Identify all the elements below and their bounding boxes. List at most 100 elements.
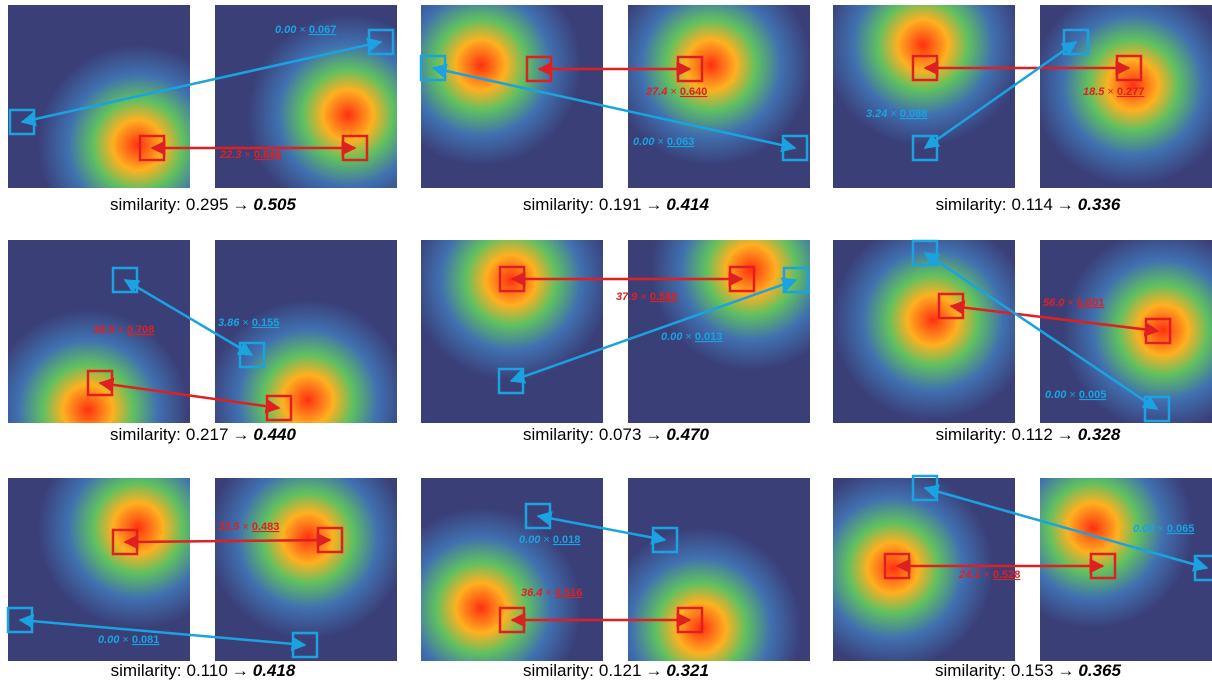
annotation: 3.24× 0.088: [866, 108, 927, 120]
before: 0.295: [186, 195, 229, 214]
after: 0.505: [253, 195, 296, 214]
image: [833, 240, 1015, 423]
annotation: 0.00× 0.005: [1045, 389, 1106, 401]
score: 0.708: [127, 324, 155, 336]
before: 0.153: [1011, 661, 1054, 680]
weight: 3.86: [218, 317, 240, 329]
score: 0.081: [132, 634, 160, 646]
weight: 38.5: [93, 324, 115, 336]
annotation: 33.5×0.483: [218, 521, 279, 533]
separator: ×: [543, 534, 549, 546]
weight: 22.3: [219, 149, 241, 161]
caption-label: similarity:: [936, 195, 1007, 214]
annotation: 38.5× 0.708: [93, 324, 154, 336]
weight: 56.0: [1043, 297, 1065, 309]
score: 0.065: [1167, 523, 1195, 535]
arrow: →: [232, 425, 249, 444]
caption-label: similarity:: [523, 661, 594, 680]
after: 0.440: [253, 425, 296, 444]
separator: ×: [242, 521, 248, 533]
weight: 3.24: [866, 108, 887, 120]
before: 0.112: [1012, 425, 1053, 444]
arrow: →: [232, 195, 249, 214]
caption: similarity:0.121→0.321: [523, 661, 709, 680]
before: 0.191: [599, 195, 642, 214]
arrow: →: [1057, 195, 1074, 214]
panel: 38.5× 0.708 3.86×0.155: [8, 240, 397, 423]
score: 0.640: [680, 86, 708, 98]
annotation: 3.86×0.155: [218, 317, 279, 329]
after: 0.321: [666, 661, 709, 680]
caption: similarity: 0.295→0.505: [110, 195, 296, 214]
weight: 0.00: [661, 331, 683, 343]
weight: 0.00: [1045, 389, 1067, 401]
figure: 22.3×0.6480.00×0.067similarity:0.295→0.5…: [0, 0, 1212, 687]
annotation: 22.3×0.648: [219, 149, 281, 161]
annotation: 18.5×0.277: [1083, 86, 1144, 98]
separator: ×: [117, 324, 123, 336]
panel: 56.0×0.601 0.00× 0.005: [833, 240, 1212, 423]
separator: ×: [299, 24, 305, 36]
score: 0.063: [667, 136, 695, 148]
caption-label: similarity:: [110, 425, 181, 444]
caption-label: similarity:: [936, 425, 1007, 444]
separator: ×: [640, 291, 646, 303]
weight: 27.4: [645, 86, 667, 98]
score: 0.648: [254, 149, 282, 161]
annotation: 37.9×0.588: [616, 291, 677, 303]
arrow: →: [645, 425, 662, 444]
caption: similarity:0.191→0.414: [523, 195, 709, 214]
before: 0.114: [1012, 195, 1053, 214]
caption: similarity: 0.153→0.365: [935, 661, 1121, 680]
arrow: →: [645, 661, 662, 680]
caption-label: similarity:: [935, 661, 1006, 680]
separator: ×: [1157, 523, 1163, 535]
arrow: →: [1057, 661, 1074, 680]
annotation: 56.0×0.601: [1043, 297, 1104, 309]
image: [1040, 478, 1212, 661]
weight: 0.00: [633, 136, 655, 148]
caption: similarity:0.114→0.336: [936, 195, 1121, 214]
annotation: 27.4× 0.640: [645, 86, 707, 98]
arrow: →: [232, 661, 249, 680]
annotation: 0.00× 0.063: [633, 136, 694, 148]
image: [421, 5, 603, 188]
separator: ×: [685, 331, 691, 343]
weight: 0.00: [98, 634, 120, 646]
separator: ×: [890, 108, 896, 120]
caption-label: similarity:: [110, 195, 181, 214]
before: 0.073: [599, 425, 642, 444]
annotation: 36.4× 0.516: [521, 587, 582, 599]
caption: similarity:0.112→0.328: [936, 425, 1121, 444]
after: 0.414: [666, 195, 709, 214]
image: [421, 478, 603, 661]
score: 0.601: [1077, 297, 1105, 309]
separator: ×: [983, 569, 989, 581]
score: 0.516: [555, 587, 583, 599]
weight: 36.4: [521, 587, 542, 599]
score: 0.018: [553, 534, 581, 546]
annotation: 0.00×0.067: [275, 24, 336, 36]
separator: ×: [670, 86, 676, 98]
separator: ×: [122, 634, 128, 646]
panel: 18.5×0.277 3.24× 0.088: [833, 5, 1212, 188]
separator: ×: [545, 587, 551, 599]
after: 0.328: [1078, 425, 1121, 444]
score: 0.088: [900, 108, 928, 120]
score: 0.005: [1079, 389, 1107, 401]
weight: 0.00: [519, 534, 541, 546]
weight: 0.00: [275, 24, 297, 36]
after: 0.365: [1078, 661, 1121, 680]
caption: similarity:0.110→0.418: [111, 661, 296, 680]
weight: 33.5: [218, 521, 240, 533]
separator: ×: [1069, 389, 1075, 401]
score: 0.277: [1117, 86, 1145, 98]
after: 0.470: [666, 425, 709, 444]
caption: similarity:0.073→0.470: [523, 425, 709, 444]
weight: 0.00: [1133, 523, 1155, 535]
separator: ×: [657, 136, 663, 148]
caption: similarity:0.217→0.440: [110, 425, 296, 444]
